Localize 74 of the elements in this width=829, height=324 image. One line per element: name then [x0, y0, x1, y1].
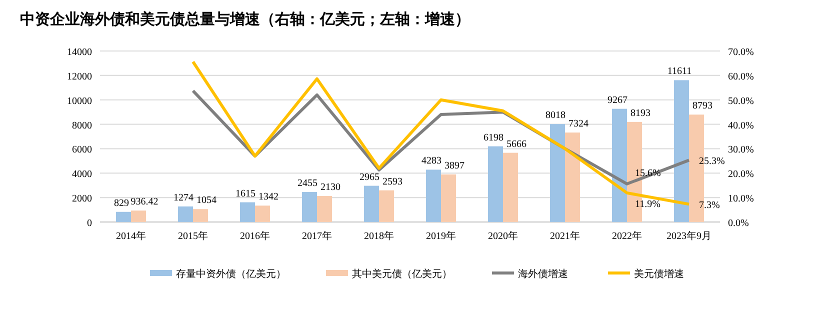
line-series [192, 60, 690, 206]
y-tick-label: 12000 [67, 71, 92, 82]
data-label: 8193 [630, 108, 650, 119]
data-label: 11611 [667, 66, 692, 78]
bar [550, 124, 565, 222]
data-label: 1342 [258, 192, 278, 203]
x-tick-label: 2022年 [612, 230, 642, 242]
x-tick-label: 2020年 [488, 230, 518, 242]
data-label: 2130 [320, 182, 340, 193]
data-label: 9267 [608, 94, 628, 106]
y-tick-label: 2000 [72, 194, 92, 205]
x-tick-label: 2018年 [364, 230, 394, 242]
bar [503, 152, 518, 222]
data-label: 2965 [360, 172, 380, 183]
y2-tick-label: 60.0% [728, 71, 754, 82]
bar [426, 170, 441, 222]
y-tick-label: 14000 [67, 47, 92, 58]
x-tick-label: 2021年 [550, 230, 580, 242]
y-tick-label: 10000 [67, 96, 92, 107]
data-label: 11.9% [635, 198, 660, 210]
data-label: 1274 [174, 192, 194, 204]
data-label: 829 [114, 198, 129, 209]
y2-tick-label: 40.0% [728, 120, 754, 132]
data-label: 7324 [568, 118, 588, 130]
y-tick-label: 8000 [72, 120, 92, 132]
legend-label: 存量中资外债（亿美元） [176, 268, 286, 280]
bar [364, 186, 379, 222]
bar [488, 146, 503, 222]
bar [131, 210, 146, 222]
data-label: 3897 [444, 160, 464, 172]
y2-tick-label: 30.0% [728, 144, 754, 156]
bar [379, 190, 394, 222]
data-label: 25.3% [699, 156, 725, 168]
y-tick-label: 0 [87, 218, 92, 229]
chart-title: 中资企业海外债和美元债总量与增速（右轴：亿美元；左轴：增速） [20, 10, 470, 28]
bar [255, 206, 270, 222]
x-tick-label: 2017年 [302, 230, 332, 242]
x-tick-label: 2014年 [116, 230, 146, 242]
y2-tick-label: 0.0% [728, 218, 749, 229]
data-label: 8018 [546, 110, 566, 122]
y-tick-label: 6000 [72, 144, 92, 156]
x-tick-label: 2015年 [178, 230, 208, 242]
data-label: 7.3% [699, 200, 720, 212]
y2-tick-label: 70.0% [728, 47, 754, 58]
x-tick-label: 2023年9月 [666, 230, 712, 242]
legend-label: 美元债增速 [634, 268, 684, 280]
y-tick-label: 4000 [72, 169, 92, 180]
x-tick-label: 2019年 [426, 230, 456, 242]
y2-tick-label: 50.0% [728, 96, 754, 107]
data-label: 5666 [506, 138, 526, 150]
data-label: 936.42 [130, 196, 158, 208]
bar [302, 192, 317, 222]
y2-tick-label: 10.0% [728, 194, 754, 205]
bar [612, 108, 627, 222]
bar [565, 132, 580, 222]
data-label: 2455 [298, 178, 318, 190]
x-tick-label: 2016年 [240, 230, 270, 242]
legend-label: 其中美元债（亿美元） [352, 268, 452, 280]
bar [317, 196, 332, 222]
bar [441, 174, 456, 222]
data-label: 2593 [382, 176, 402, 188]
data-label: 1615 [236, 188, 256, 200]
data-label: 1054 [196, 195, 216, 206]
legend-label: 海外债增速 [518, 268, 568, 280]
bar [193, 209, 208, 222]
bar [178, 206, 193, 222]
data-label: 8793 [692, 100, 712, 112]
bar [674, 80, 689, 222]
data-label: 4283 [422, 156, 442, 167]
y2-tick-label: 20.0% [728, 169, 754, 180]
bar [116, 212, 131, 222]
data-label: 15.6% [635, 168, 661, 179]
data-label: 6198 [484, 132, 504, 144]
bar [240, 202, 255, 222]
